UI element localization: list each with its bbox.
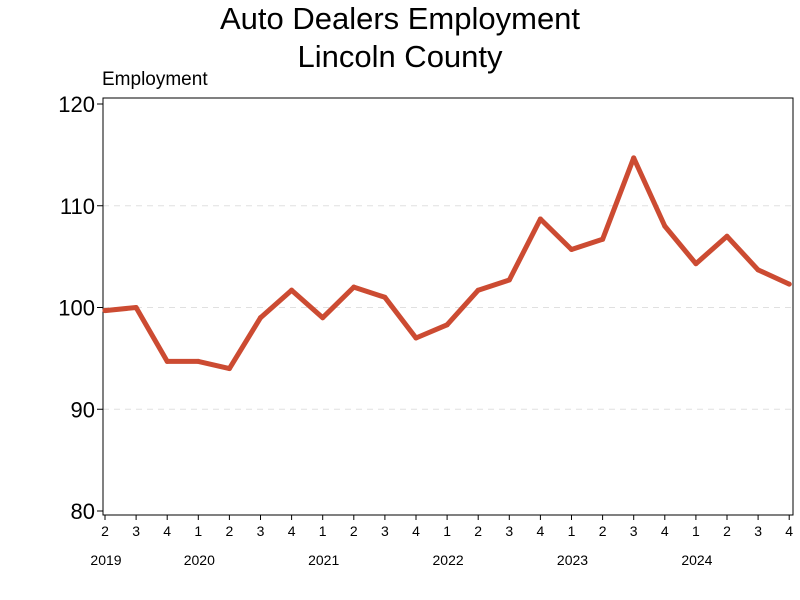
data-point — [133, 305, 139, 310]
data-point — [537, 216, 543, 222]
y-tick-label: 90 — [71, 397, 95, 422]
x-tick-label: 2 — [599, 523, 607, 539]
x-tick-label: 4 — [288, 523, 296, 539]
x-tick-label: 4 — [163, 523, 171, 539]
data-point — [600, 236, 606, 242]
x-axis: 2 3 4 1 2 3 4 1 2 3 4 1 2 3 4 1 2 3 4 1 2 3 4 2019 2020 2021 2022 2… — [90, 515, 793, 568]
year-label: 2022 — [433, 552, 464, 568]
x-tick-label: 3 — [505, 523, 513, 539]
x-tick-label: 1 — [443, 523, 451, 539]
data-point — [569, 247, 574, 253]
chart-title: Auto Dealers Employment — [219, 1, 581, 36]
data-point — [631, 155, 637, 161]
x-tick-label: 2 — [723, 523, 731, 539]
x-tick-label: 4 — [661, 523, 669, 539]
data-point — [195, 358, 201, 364]
year-label: 2019 — [90, 552, 121, 568]
x-tick-label: 3 — [630, 523, 638, 539]
x-tick-label: 2 — [226, 523, 234, 539]
y-tick-label: 80 — [71, 499, 95, 524]
plot-frame — [102, 97, 794, 516]
chart-subtitle: Lincoln County — [297, 39, 503, 74]
data-point — [351, 284, 357, 290]
x-tick-label: 2 — [350, 523, 358, 539]
x-tick-label: 3 — [257, 523, 265, 539]
data-point — [693, 261, 699, 267]
series-group — [102, 155, 792, 372]
y-axis-label: Employment — [102, 69, 208, 90]
x-tick-label: 2 — [101, 523, 109, 539]
year-label: 2024 — [681, 552, 712, 568]
x-tick-label: 1 — [568, 523, 576, 539]
data-point — [444, 322, 450, 328]
data-point — [506, 277, 512, 283]
data-point — [320, 315, 326, 321]
series-line-employment — [102, 155, 792, 372]
y-tick-label: 100 — [58, 296, 95, 321]
data-point — [786, 281, 792, 287]
data-point — [755, 267, 761, 273]
x-tick-label: 3 — [381, 523, 389, 539]
data-point — [724, 233, 730, 239]
x-tick-label: 3 — [754, 523, 762, 539]
x-tick-label: 2 — [474, 523, 482, 539]
data-point — [289, 287, 295, 293]
data-point — [164, 358, 170, 364]
gridlines — [103, 205, 793, 410]
data-point — [258, 315, 263, 321]
data-point — [102, 308, 108, 314]
year-label: 2023 — [557, 552, 588, 568]
x-tick-label: 4 — [412, 523, 420, 539]
x-tick-label: 3 — [132, 523, 140, 539]
x-tick-label: 1 — [319, 523, 327, 539]
data-point — [662, 223, 668, 229]
y-tick-label: 120 — [58, 92, 95, 117]
data-point — [382, 294, 388, 300]
y-tick-label: 110 — [60, 194, 95, 219]
year-label: 2020 — [184, 552, 215, 568]
x-tick-label: 4 — [785, 523, 793, 539]
x-tick-label: 1 — [194, 523, 202, 539]
data-point — [475, 287, 481, 293]
y-axis: 80 90 100 110 120 — [58, 92, 103, 524]
year-label: 2021 — [308, 552, 339, 568]
x-tick-label: 1 — [692, 523, 700, 539]
data-point — [413, 335, 419, 341]
data-point — [226, 366, 232, 372]
x-tick-label: 4 — [537, 523, 545, 539]
